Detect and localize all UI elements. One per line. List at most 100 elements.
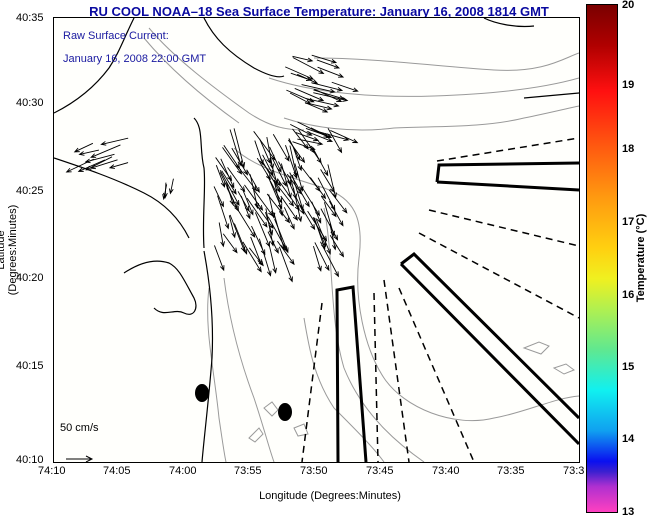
current-vector — [240, 195, 251, 220]
current-vector — [292, 57, 325, 75]
current-vector — [306, 131, 334, 143]
ytick-label: 40:30 — [16, 97, 44, 109]
colorbar-tick: 19 — [622, 79, 635, 91]
xtick-label: 73:45 — [366, 465, 394, 477]
current-vector — [286, 89, 315, 103]
current-vector — [316, 59, 341, 69]
current-vector — [246, 197, 268, 228]
current-vector — [222, 147, 243, 175]
xtick-label: 73:40 — [432, 465, 460, 477]
current-vector — [310, 127, 332, 138]
current-vector — [108, 162, 129, 169]
colorbar-tick: 15 — [622, 361, 635, 373]
current-vector — [168, 178, 174, 195]
current-vectors — [65, 54, 359, 283]
current-vector — [242, 241, 262, 273]
current-vector — [327, 128, 343, 154]
radar-boxes — [335, 161, 579, 462]
current-vector — [227, 167, 246, 193]
y-axis-label: Latitude (Degrees:Minutes) — [0, 204, 19, 296]
current-vector — [162, 184, 168, 201]
current-vector — [301, 84, 336, 94]
current-vector — [298, 129, 316, 154]
xtick-label: 73:3 — [563, 465, 585, 477]
current-vector — [231, 147, 249, 176]
current-vector — [65, 158, 94, 173]
current-vector — [252, 188, 274, 217]
current-vector — [268, 243, 277, 274]
current-vector — [258, 238, 272, 277]
current-vector — [313, 149, 329, 177]
current-vector — [294, 163, 304, 192]
coastline — [54, 18, 579, 462]
current-vector — [235, 206, 256, 238]
temperature-colorbar — [586, 4, 618, 513]
current-vector — [313, 217, 326, 250]
current-vector — [100, 137, 129, 146]
current-vector — [313, 92, 349, 102]
current-vector — [219, 170, 240, 207]
current-vector — [304, 102, 329, 113]
dashed-lines — [301, 137, 579, 462]
current-vector — [311, 82, 344, 92]
current-vector — [246, 170, 260, 194]
current-vector — [285, 66, 315, 80]
current-vector — [260, 157, 281, 193]
colorbar-tick: 20 — [622, 0, 635, 11]
current-vector — [278, 161, 292, 186]
current-vector — [317, 177, 336, 211]
ytick-label: 40:10 — [16, 454, 44, 466]
current-vector — [214, 245, 225, 272]
xtick-label: 73:55 — [234, 465, 262, 477]
current-vector — [283, 207, 295, 230]
current-vector — [269, 180, 283, 204]
current-vector — [218, 222, 225, 248]
current-vector — [289, 145, 299, 178]
current-vector — [278, 246, 293, 283]
map-canvas — [54, 18, 579, 462]
current-vector — [266, 193, 291, 224]
current-vector — [329, 200, 344, 227]
scale-arrow — [66, 455, 94, 462]
current-vector — [255, 203, 274, 229]
current-vector — [327, 164, 337, 199]
current-vector — [320, 195, 337, 218]
current-vector — [287, 139, 306, 164]
current-vector — [294, 88, 325, 102]
current-vector — [320, 208, 339, 241]
current-vector — [290, 123, 313, 136]
ytick-label: 40:20 — [16, 272, 44, 284]
map-plot-area[interactable]: Raw Surface Current: January 16, 2008 22… — [53, 17, 580, 463]
current-vector — [280, 163, 292, 199]
colorbar-tick: 16 — [622, 289, 635, 301]
current-vector — [314, 242, 330, 272]
colorbar-tick: 14 — [622, 433, 635, 445]
xtick-label: 73:35 — [497, 465, 525, 477]
current-vector — [329, 234, 345, 258]
current-vector — [317, 66, 345, 78]
station-marker — [278, 403, 292, 421]
colorbar-tick: 17 — [622, 216, 635, 228]
current-vector — [308, 103, 333, 111]
current-vector — [313, 246, 322, 272]
current-vector — [289, 92, 312, 105]
x-axis-label: Longitude (Degrees:Minutes) — [259, 490, 401, 502]
ytick-label: 40:35 — [16, 12, 44, 24]
current-vector — [292, 55, 314, 63]
current-vector — [297, 73, 319, 84]
current-vector — [331, 81, 359, 92]
current-vector — [300, 166, 321, 192]
scale-label: 50 cm/s — [60, 422, 99, 434]
current-vector — [269, 146, 282, 173]
current-vector — [295, 132, 320, 142]
ytick-label: 40:25 — [16, 185, 44, 197]
annotation-line-1: Raw Surface Current: — [63, 30, 169, 42]
current-vector — [265, 211, 274, 236]
current-vector — [311, 54, 338, 64]
current-vector — [77, 159, 106, 172]
colorbar-tick: 13 — [622, 506, 635, 518]
annotation-line-2: January 16, 2008 22:00 GMT — [63, 53, 207, 65]
current-vector — [255, 212, 270, 248]
current-vector — [225, 182, 235, 206]
current-vector — [328, 189, 348, 214]
